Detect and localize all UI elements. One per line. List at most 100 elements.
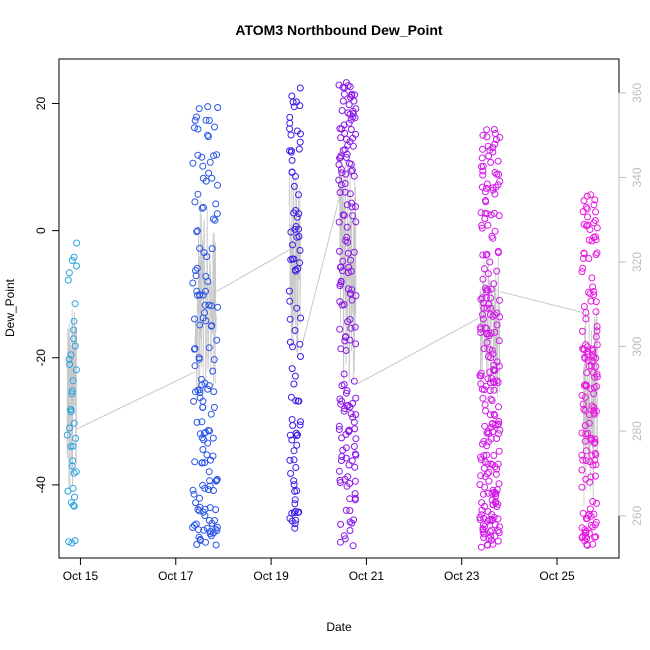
data-point [486,528,494,536]
data-point [492,489,500,497]
data-point [297,418,304,426]
data-point [337,153,344,161]
data-point [476,481,484,489]
data-point [213,475,221,483]
data-point [351,494,359,502]
data-point [336,125,344,133]
data-point [336,154,344,162]
data-point [578,534,586,542]
data-point [494,421,502,429]
data-point [346,518,354,526]
data-point [347,160,355,168]
data-point [352,203,359,211]
data-point [480,464,488,472]
data-point [212,541,220,549]
data-point [287,470,295,477]
data-point [582,309,590,316]
data-point [196,244,204,252]
data-point [349,542,357,550]
data-point [287,228,295,236]
data-point [191,124,198,132]
data-point [71,342,79,350]
line-series-segment [338,159,357,384]
data-point [587,473,595,481]
data-point [212,525,220,533]
data-point [484,142,492,150]
data-point [189,159,197,167]
data-point [290,481,298,489]
data-point [71,493,78,501]
data-point [480,452,488,459]
data-point [582,203,590,211]
data-point [338,107,346,114]
data-point [204,385,212,393]
line-series-connector [76,371,196,430]
data-point [592,236,600,244]
data-point [286,147,294,155]
data-point [73,239,81,247]
data-point [194,291,201,299]
data-point [593,224,601,232]
data-point [583,535,591,542]
data-point [337,400,345,408]
data-point [295,191,302,199]
data-point [482,251,490,259]
data-point [482,294,490,302]
data-point [496,177,504,185]
points-layer [63,79,601,551]
y-axis-label: Dew_Point [3,278,17,337]
data-point [346,480,354,487]
data-point [341,337,349,345]
data-point [344,238,352,246]
data-point [205,117,213,124]
data-point [349,134,357,142]
data-point [343,387,351,395]
data-point [591,533,599,541]
data-point [205,301,213,309]
data-point [200,526,208,534]
data-point [593,323,601,330]
data-point [579,264,587,272]
data-point [591,373,599,381]
data-point [484,375,492,383]
y2-tick-label: 260 [630,505,644,525]
data-point [477,543,485,551]
line-series-connector [300,194,341,351]
data-point [195,105,203,113]
data-point [347,126,355,133]
data-point [477,453,485,461]
data-point [491,521,499,529]
data-point [196,503,204,511]
data-point [342,333,349,341]
line-series-segment [66,309,77,490]
data-point [204,439,212,447]
data-point [494,515,502,523]
data-point [288,168,296,176]
data-point [490,386,498,394]
data-point [292,397,300,405]
data-point [490,126,498,133]
data-point [335,426,343,433]
data-point [587,436,595,444]
data-point [290,456,298,464]
data-point [338,169,346,177]
data-point [208,174,216,182]
data-point [591,217,599,224]
data-point [288,156,296,164]
x-tick-label: Oct 17 [158,569,194,583]
data-point [192,499,200,507]
data-point [491,411,499,419]
data-point [582,382,590,390]
data-point [345,427,353,435]
data-point [296,138,304,146]
x-tick-label: Oct 21 [349,569,385,583]
data-point [189,486,197,494]
data-point [65,538,73,546]
data-point [593,383,600,390]
data-point [288,416,296,423]
data-point [582,457,590,465]
data-point [487,304,495,312]
data-point [212,200,220,208]
data-point [479,315,487,323]
data-point [336,247,343,255]
